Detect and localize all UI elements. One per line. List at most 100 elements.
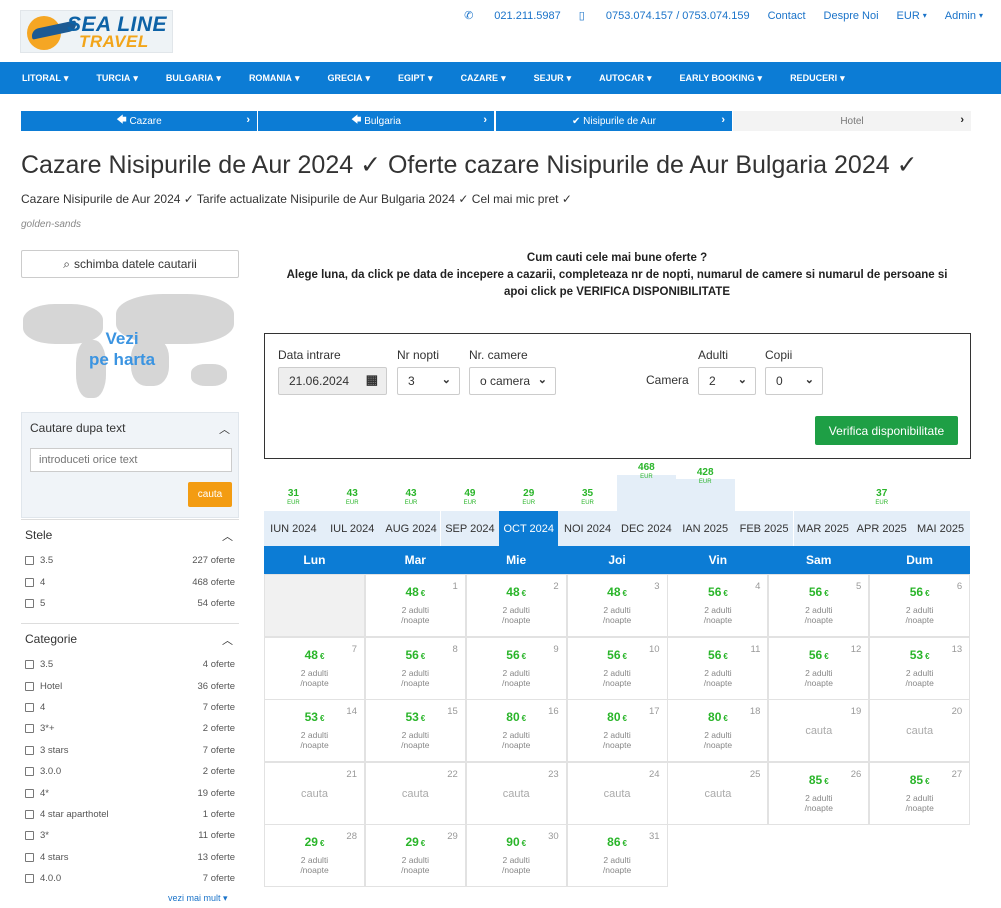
calendar-day[interactable]: 8 56 €2 adulti/noapte [364, 636, 466, 700]
month-tab[interactable]: 468 EUR DEC 2024 [617, 460, 676, 546]
checkbox[interactable] [25, 809, 34, 819]
nav-item[interactable]: ROMANIA ▾ [249, 73, 300, 84]
filter-option[interactable]: 3.5 227 oferte [21, 550, 239, 571]
month-tab[interactable]: FEB 2025 [734, 460, 794, 546]
checkbox[interactable] [25, 556, 34, 566]
text-search-button[interactable]: cauta [188, 482, 232, 507]
calendar-day[interactable]: 16 80 €2 adulti/noapte [465, 699, 567, 763]
calendar-day[interactable]: 2 48 €2 adulti/noapte [465, 574, 567, 637]
currency-dropdown[interactable]: EUR ▾ [897, 9, 927, 22]
filter-option[interactable]: 3 stars 7 oferte [21, 740, 239, 761]
calendar-day[interactable]: 9 56 €2 adulti/noapte [465, 636, 567, 700]
month-tab[interactable]: 49 EUR SEP 2024 [440, 460, 500, 546]
calendar-day[interactable]: 22 cauta [364, 761, 466, 825]
checkbox[interactable] [25, 767, 34, 777]
calendar-day[interactable]: 26 85 €2 adulti/noapte [768, 761, 870, 825]
text-search-input[interactable] [30, 448, 232, 472]
checkbox[interactable] [25, 577, 34, 587]
checkbox[interactable] [25, 831, 34, 841]
checkbox[interactable] [25, 598, 34, 608]
calendar-day[interactable]: 10 56 €2 adulti/noapte [566, 636, 668, 700]
day-search-link[interactable]: cauta [301, 787, 328, 800]
filter-option[interactable]: 4 7 oferte [21, 697, 239, 718]
calendar-day[interactable]: 28 29 €2 adulti/noapte [264, 824, 365, 888]
month-tab[interactable]: 37 EUR APR 2025 [852, 460, 912, 546]
month-tab[interactable]: 35 EUR NOI 2024 [558, 460, 617, 546]
month-tab[interactable]: MAR 2025 [793, 460, 853, 546]
adults-select[interactable]: 2 ⌄ [698, 367, 756, 395]
nav-item[interactable]: BULGARIA ▾ [166, 73, 221, 84]
day-search-link[interactable]: cauta [502, 787, 530, 800]
check-availability-button[interactable]: Verifica disponibilitate [815, 416, 958, 445]
breadcrumb-nisipurile[interactable]: ✔ Nisipurile de Aur › [496, 111, 732, 131]
month-tab[interactable]: 43 EUR AUG 2024 [381, 460, 441, 546]
calendar-day[interactable]: 15 53 €2 adulti/noapte [364, 699, 466, 763]
show-more-link[interactable]: vezi mai mult ▾ [168, 893, 228, 904]
day-search-link[interactable]: cauta [401, 787, 429, 800]
filter-option[interactable]: 3* 11 oferte [21, 825, 239, 846]
calendar-day[interactable]: 4 56 €2 adulti/noapte [667, 574, 769, 637]
nav-item[interactable]: EGIPT ▾ [398, 73, 433, 84]
checkbox[interactable] [25, 874, 34, 884]
calendar-day[interactable]: 7 48 €2 adulti/noapte [264, 636, 365, 700]
day-search-link[interactable]: cauta [704, 787, 732, 800]
nights-select[interactable]: 3 ⌄ [397, 367, 460, 395]
filter-option[interactable]: 4 star aparthotel 1 oferte [21, 804, 239, 825]
checkbox[interactable] [25, 852, 34, 862]
filter-option[interactable]: 4 stars 13 oferte [21, 847, 239, 868]
checkbox[interactable] [25, 660, 34, 670]
chevron-up-icon[interactable]: ︿ [219, 424, 230, 436]
filter-option[interactable]: 5 54 oferte [21, 593, 239, 614]
calendar-day[interactable]: 11 56 €2 adulti/noapte [667, 636, 769, 700]
chevron-up-icon[interactable]: ︿ [222, 531, 233, 543]
day-search-link[interactable]: cauta [603, 787, 631, 800]
checkbox[interactable] [25, 681, 34, 691]
calendar-day[interactable]: 25 cauta [667, 761, 769, 825]
chevron-up-icon[interactable]: ︿ [222, 635, 233, 647]
calendar-day[interactable]: 13 53 €2 adulti/noapte [869, 636, 971, 700]
calendar-day[interactable]: 17 80 €2 adulti/noapte [566, 699, 668, 763]
world-map-link[interactable]: Vezi pe harta [21, 292, 239, 402]
month-tab[interactable]: MAI 2025 [911, 460, 970, 546]
calendar-day[interactable]: 12 56 €2 adulti/noapte [768, 636, 870, 700]
filter-option[interactable]: 4.0.0 7 oferte [21, 868, 239, 889]
checkbox[interactable] [25, 745, 34, 755]
checkbox[interactable] [25, 724, 34, 734]
calendar-day[interactable]: 21 cauta [264, 761, 365, 825]
nav-item[interactable]: CAZARE ▾ [461, 73, 506, 84]
month-tab[interactable]: 43 EUR IUL 2024 [322, 460, 382, 546]
calendar-day[interactable]: 19 cauta [768, 699, 870, 763]
breadcrumb-bulgaria[interactable]: 🡄︎ Bulgaria › [258, 111, 494, 131]
nav-item[interactable]: GRECIA ▾ [327, 73, 370, 84]
phone-mobile-link[interactable]: ▯ 0753.074.157 / 0753.074.159 [579, 9, 750, 23]
nav-item[interactable]: AUTOCAR ▾ [599, 73, 651, 84]
calendar-day[interactable]: 29 29 €2 adulti/noapte [364, 824, 466, 888]
rooms-select[interactable]: o camera ⌄ [469, 367, 556, 395]
filter-option[interactable]: Hotel 36 oferte [21, 675, 239, 696]
children-select[interactable]: 0 ⌄ [765, 367, 823, 395]
calendar-day[interactable]: 6 56 €2 adulti/noapte [869, 574, 971, 637]
filter-option[interactable]: 4 468 oferte [21, 571, 239, 592]
breadcrumb-hotel[interactable]: Hotel › [733, 111, 971, 131]
month-tab[interactable]: 428 EUR IAN 2025 [675, 460, 735, 546]
calendar-day[interactable]: 3 48 €2 adulti/noapte [566, 574, 668, 637]
filter-option[interactable]: 4* 19 oferte [21, 782, 239, 803]
calendar-day[interactable]: 24 cauta [566, 761, 668, 825]
day-search-link[interactable]: cauta [906, 725, 934, 738]
calendar-day[interactable]: 30 90 €2 adulti/noapte [465, 824, 567, 888]
filter-option[interactable]: 3.0.0 2 oferte [21, 761, 239, 782]
checkbox[interactable] [25, 702, 34, 712]
calendar-day[interactable]: 14 53 €2 adulti/noapte [264, 699, 365, 763]
nav-item[interactable]: SEJUR ▾ [534, 73, 572, 84]
month-tab[interactable]: 31 EUR IUN 2024 [264, 460, 323, 546]
checkin-date-field[interactable]: 21.06.2024 ▦ [278, 367, 387, 395]
calendar-day[interactable]: 5 56 €2 adulti/noapte [768, 574, 870, 637]
contact-link[interactable]: Contact [767, 9, 806, 22]
filter-option[interactable]: 3*+ 2 oferte [21, 718, 239, 739]
phone-landline-link[interactable]: ✆ 021.211.5987 [464, 9, 561, 23]
breadcrumb-cazare[interactable]: 🡄︎ Cazare › [21, 111, 257, 131]
nav-item[interactable]: REDUCERI ▾ [790, 73, 845, 84]
about-link[interactable]: Despre Noi [823, 9, 879, 22]
calendar-day[interactable]: 27 85 €2 adulti/noapte [869, 761, 971, 825]
calendar-day[interactable]: 1 48 €2 adulti/noapte [364, 574, 466, 637]
